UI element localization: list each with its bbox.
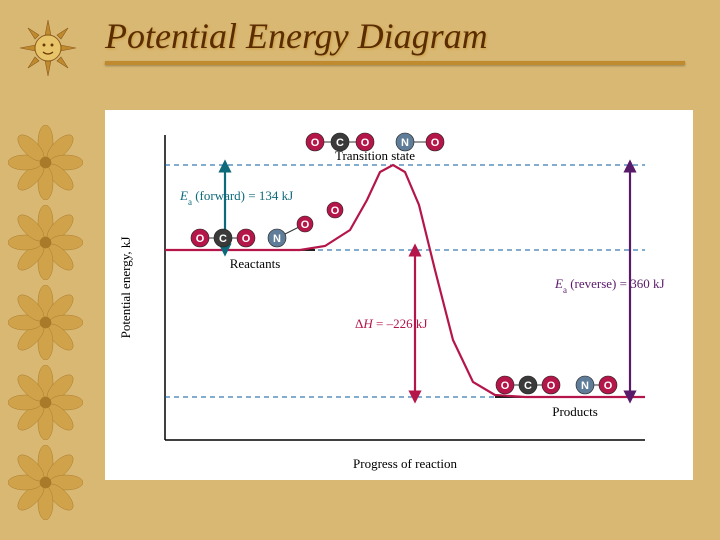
svg-text:N: N [273,233,281,245]
svg-text:O: O [311,137,320,149]
page-title: Potential Energy Diagram [105,15,685,57]
svg-text:Progress of reaction: Progress of reaction [353,456,457,471]
title-underline [105,61,685,65]
svg-text:O: O [196,233,205,245]
svg-text:O: O [301,219,310,231]
svg-text:O: O [242,233,251,245]
svg-text:Ea (forward) = 134 kJ: Ea (forward) = 134 kJ [179,188,293,207]
leaf-bullets [0,120,90,525]
leaf-icon [8,365,83,440]
svg-text:ΔH = –226 kJ: ΔH = –226 kJ [355,316,427,331]
leaf-icon [8,285,83,360]
svg-text:C: C [219,233,227,245]
svg-text:Potential energy, kJ: Potential energy, kJ [118,237,133,339]
svg-text:O: O [501,380,510,392]
energy-diagram-svg: Potential energy, kJ Progress of reaction… [105,110,693,480]
leaf-icon [8,125,83,200]
svg-text:O: O [547,380,556,392]
svg-text:Reactants: Reactants [230,256,281,271]
svg-text:O: O [604,380,613,392]
svg-text:O: O [431,137,440,149]
svg-text:Ea (reverse) = 360 kJ: Ea (reverse) = 360 kJ [554,276,665,295]
svg-text:C: C [524,380,532,392]
svg-text:Transition state: Transition state [335,148,415,163]
svg-text:Products: Products [552,404,598,419]
energy-diagram-figure: Potential energy, kJ Progress of reaction… [105,110,693,480]
svg-text:O: O [331,205,340,217]
title-area: Potential Energy Diagram [105,15,685,65]
sun-bullet-icon [18,18,78,78]
leaf-icon [8,205,83,280]
svg-text:N: N [581,380,589,392]
leaf-icon [8,445,83,520]
